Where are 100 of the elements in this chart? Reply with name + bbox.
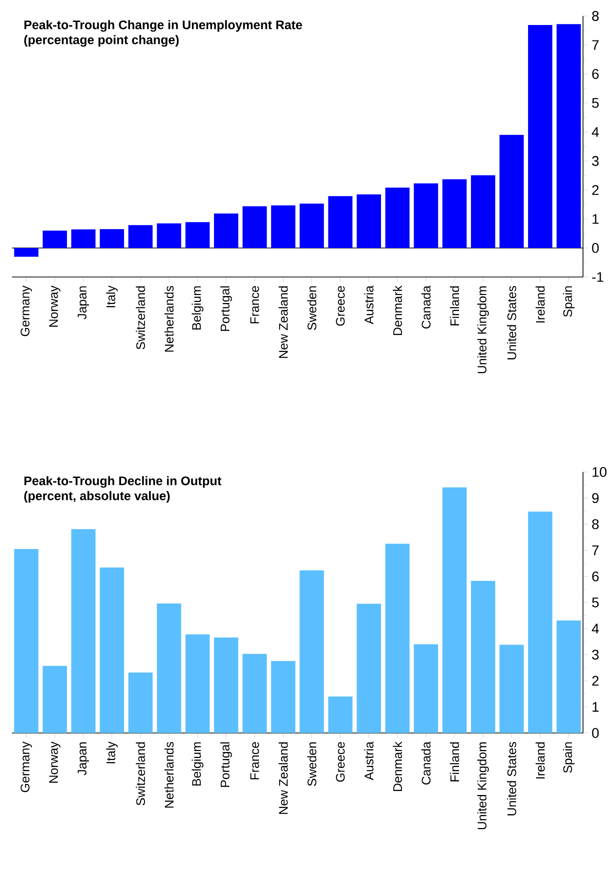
bar <box>185 634 210 733</box>
bar <box>100 229 124 248</box>
x-tick-label: Portugal <box>220 742 232 787</box>
y-tick-label: 1 <box>592 702 599 712</box>
bar <box>556 24 581 248</box>
y-tick-label: 1 <box>592 214 599 224</box>
x-tick-label: Ireland <box>536 742 545 778</box>
bar <box>328 196 352 248</box>
x-tick-label: Germany <box>20 742 32 792</box>
x-tick-label: Spain <box>562 742 575 773</box>
bar <box>214 213 238 248</box>
bar <box>271 205 296 248</box>
x-tick-label: Denmark <box>392 742 402 792</box>
x-tick-label: France <box>250 742 260 780</box>
text: (percent, absolute value) <box>24 491 170 503</box>
y-tick-label: 4 <box>592 127 599 137</box>
bar <box>71 529 96 733</box>
x-tick-label: New Zealand <box>278 286 288 358</box>
bar <box>470 580 496 733</box>
x-tick-label: Canada <box>421 742 431 785</box>
y-tick-label: 3 <box>592 156 599 166</box>
x-tick-label: Belgium <box>192 742 204 786</box>
bar <box>100 568 124 733</box>
x-tick-label: Norway <box>49 286 60 327</box>
x-tick-label: United Kingdom <box>477 286 489 374</box>
y-tick-label: 7 <box>592 546 599 556</box>
x-tick-label: Netherlands <box>164 742 174 808</box>
y-tick-label: -1 <box>592 272 604 282</box>
x-tick-label: Japan <box>78 286 89 320</box>
x-tick-label: Finland <box>450 742 460 782</box>
bar <box>499 644 524 733</box>
bar <box>14 548 38 733</box>
y-tick-label: 6 <box>592 69 599 79</box>
bar <box>300 570 324 733</box>
bar <box>271 660 296 733</box>
x-tick-label: Sweden <box>307 286 316 330</box>
y-tick-label: 8 <box>592 11 599 21</box>
x-tick-label: Netherlands <box>164 286 174 352</box>
y-tick-label: 9 <box>592 493 599 504</box>
bar <box>414 644 438 733</box>
bar <box>214 637 238 733</box>
x-tick-label: Belgium <box>192 286 204 330</box>
y-tick-label: 5 <box>592 98 599 108</box>
y-tick-label: 2 <box>592 676 599 686</box>
bar <box>71 229 96 248</box>
bar <box>385 188 410 248</box>
y-tick-label: 0 <box>592 243 599 253</box>
y-tick-label: 2 <box>592 185 599 195</box>
bar <box>499 134 524 248</box>
y-tick-label: 4 <box>592 624 599 634</box>
x-tick-label: Italy <box>106 742 118 764</box>
bar <box>385 544 410 733</box>
x-tick-label: Greece <box>336 742 345 782</box>
x-tick-label: Switzerland <box>136 742 146 806</box>
y-tick-label: 6 <box>592 571 599 582</box>
x-tick-label: Austria <box>364 286 374 324</box>
bar <box>414 183 438 248</box>
x-tick-label: United Kingdom <box>477 742 489 830</box>
y-tick-label: 5 <box>592 598 599 608</box>
bar <box>442 487 467 733</box>
x-tick-label: Spain <box>562 286 575 317</box>
x-tick-label: United States <box>507 286 516 360</box>
chart-title: Peak-to-Trough Decline in Output <box>24 476 222 488</box>
x-tick-label: Germany <box>20 286 32 336</box>
bar <box>42 230 67 248</box>
text: (percentage point change) <box>24 35 179 47</box>
x-tick-label: Sweden <box>307 742 316 786</box>
bar <box>242 206 267 248</box>
y-tick-label: 10 <box>592 467 606 477</box>
y-tick-label: 8 <box>592 519 599 530</box>
bar <box>128 672 153 733</box>
x-tick-label: Switzerland <box>136 286 146 350</box>
bar <box>242 654 267 733</box>
x-tick-label: Japan <box>78 742 89 776</box>
bar <box>356 194 382 248</box>
bar <box>356 604 382 733</box>
y-tick-label: 0 <box>592 728 599 738</box>
x-tick-label: Canada <box>421 286 431 329</box>
bar <box>128 225 153 248</box>
bar <box>156 223 182 248</box>
bar <box>528 512 552 733</box>
bar <box>528 24 552 248</box>
bar <box>470 175 496 248</box>
x-tick-label: Portugal <box>220 286 232 331</box>
bar <box>300 204 324 248</box>
bar <box>556 620 581 733</box>
bar <box>328 696 352 733</box>
x-tick-label: Finland <box>450 286 460 326</box>
x-tick-label: Denmark <box>392 286 402 336</box>
x-tick-label: Austria <box>364 742 374 780</box>
bar <box>14 248 38 257</box>
bar <box>442 179 467 248</box>
bar <box>185 222 210 248</box>
x-tick-label: Greece <box>336 286 345 326</box>
x-tick-label: Norway <box>49 742 60 783</box>
bar <box>42 666 67 733</box>
x-tick-label: United States <box>507 742 516 816</box>
y-tick-label: 7 <box>592 40 599 50</box>
x-tick-label: Ireland <box>536 286 545 322</box>
x-tick-label: France <box>250 286 260 324</box>
